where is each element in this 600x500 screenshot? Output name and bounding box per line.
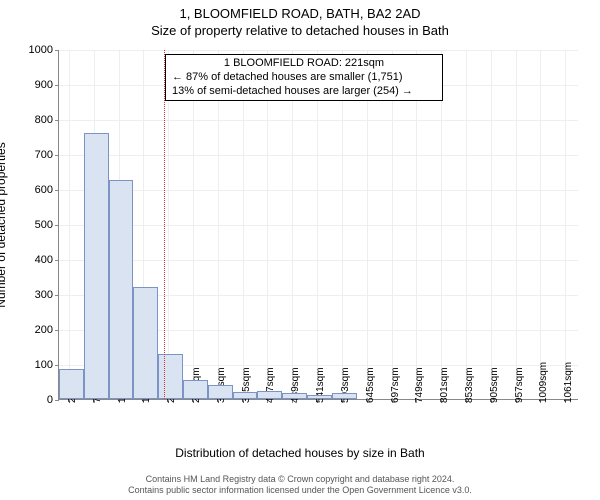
histogram-bar (257, 391, 282, 399)
gridline-v (565, 50, 566, 399)
y-tick-mark (55, 330, 59, 331)
annotation-line: 1 BLOOMFIELD ROAD: 221sqm (172, 57, 436, 71)
gridline-h (59, 120, 578, 121)
gridline-h (59, 260, 578, 261)
gridline-v (342, 50, 343, 399)
y-tick-mark (55, 190, 59, 191)
gridline-v (416, 50, 417, 399)
gridline-v (491, 50, 492, 399)
gridline-v (193, 50, 194, 399)
y-tick-mark (55, 400, 59, 401)
footer-attribution: Contains HM Land Registry data © Crown c… (0, 474, 600, 496)
x-tick-label: 1061sqm (563, 362, 574, 403)
annotation-line: 13% of semi-detached houses are larger (… (172, 85, 436, 99)
y-tick-mark (55, 120, 59, 121)
y-tick-mark (55, 85, 59, 86)
gridline-v (69, 50, 70, 399)
gridline-v (218, 50, 219, 399)
chart-title: Size of property relative to detached ho… (0, 21, 600, 42)
y-tick-mark (55, 155, 59, 156)
histogram-bar (183, 380, 208, 399)
histogram-bar (233, 392, 258, 399)
histogram-bar (332, 393, 357, 399)
y-tick-mark (55, 50, 59, 51)
x-tick-label: 645sqm (365, 367, 376, 403)
gridline-h (59, 50, 578, 51)
annotation-box: 1 BLOOMFIELD ROAD: 221sqm← 87% of detach… (165, 54, 443, 101)
annotation-line: ← 87% of detached houses are smaller (1,… (172, 71, 436, 85)
reference-line (164, 50, 165, 399)
y-tick-mark (55, 260, 59, 261)
histogram-bar (307, 395, 332, 399)
gridline-v (392, 50, 393, 399)
x-tick-label: 957sqm (514, 367, 525, 403)
histogram-bar (109, 180, 134, 399)
gridline-v (441, 50, 442, 399)
histogram-bar (208, 385, 233, 399)
gridline-v (466, 50, 467, 399)
gridline-v (267, 50, 268, 399)
gridline-v (292, 50, 293, 399)
x-axis-label: Distribution of detached houses by size … (0, 446, 600, 460)
y-tick-mark (55, 365, 59, 366)
footer-line-2: Contains public sector information licen… (0, 485, 600, 496)
plot-area: 0100200300400500600700800900100021sqm73s… (58, 50, 578, 400)
gridline-v (367, 50, 368, 399)
y-tick-mark (55, 225, 59, 226)
gridline-v (243, 50, 244, 399)
footer-line-1: Contains HM Land Registry data © Crown c… (0, 474, 600, 485)
y-axis-label: Number of detached properties (0, 142, 8, 307)
x-tick-label: 749sqm (414, 367, 425, 403)
gridline-v (540, 50, 541, 399)
gridline-v (516, 50, 517, 399)
histogram-bar (59, 369, 84, 399)
gridline-h (59, 190, 578, 191)
x-tick-label: 853sqm (464, 367, 475, 403)
x-tick-label: 801sqm (439, 367, 450, 403)
chart-supertitle: 1, BLOOMFIELD ROAD, BATH, BA2 2AD (0, 0, 600, 21)
histogram-bar (84, 133, 109, 399)
x-tick-label: 697sqm (390, 367, 401, 403)
x-tick-label: 905sqm (489, 367, 500, 403)
histogram-bar (133, 287, 158, 399)
histogram-bar (158, 354, 183, 400)
gridline-v (317, 50, 318, 399)
gridline-h (59, 155, 578, 156)
gridline-v (168, 50, 169, 399)
histogram-bar (282, 393, 307, 399)
y-tick-mark (55, 295, 59, 296)
gridline-h (59, 225, 578, 226)
x-tick-label: 1009sqm (538, 362, 549, 403)
